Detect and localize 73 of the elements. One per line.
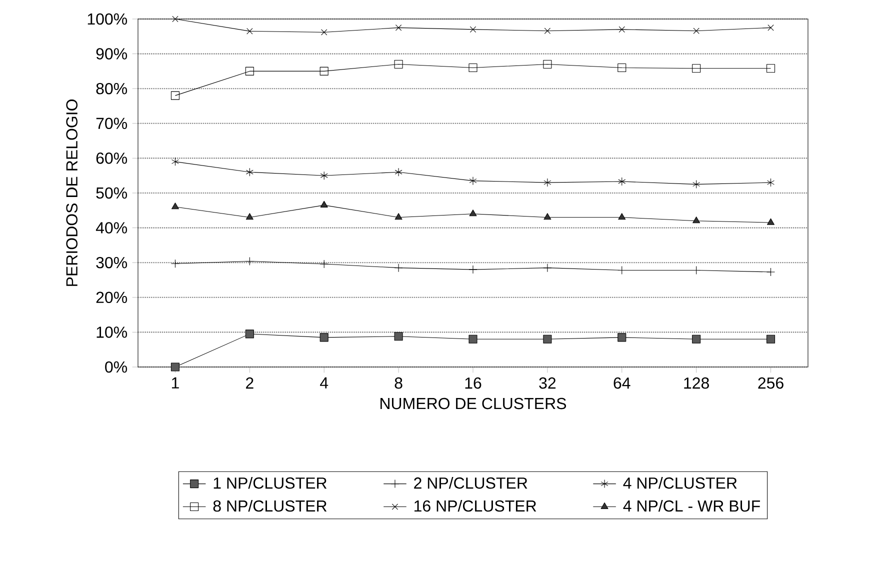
point bbox=[170, 91, 180, 100]
point bbox=[469, 176, 477, 186]
point bbox=[618, 333, 626, 342]
point bbox=[320, 66, 328, 76]
legend-label: 1 NP/CLUSTER bbox=[214, 477, 327, 489]
point bbox=[766, 334, 776, 344]
x-tick-label: 128 bbox=[684, 377, 709, 389]
x-tick-label: 4 bbox=[320, 377, 328, 388]
point bbox=[543, 60, 552, 69]
point bbox=[468, 334, 478, 344]
point bbox=[618, 63, 626, 72]
point bbox=[171, 202, 179, 210]
point bbox=[544, 178, 552, 187]
point bbox=[245, 66, 254, 76]
point bbox=[246, 28, 253, 34]
point bbox=[394, 332, 403, 341]
point bbox=[618, 177, 626, 186]
x-tick-label: 8 bbox=[394, 377, 402, 389]
point bbox=[544, 213, 552, 220]
y-tick-label: 100% bbox=[88, 13, 128, 25]
point bbox=[246, 213, 254, 220]
y-tick-label: 0% bbox=[105, 361, 128, 373]
point bbox=[767, 218, 774, 225]
y-tick-label: 80% bbox=[96, 82, 128, 94]
legend-label: 2 NP/CLUSTER bbox=[414, 477, 528, 489]
legend-label: 4 NP/CLUSTER bbox=[623, 477, 737, 489]
legend-label: 8 NP/CLUSTER bbox=[213, 500, 327, 512]
x-tick-label: 1 bbox=[172, 377, 179, 388]
y-tick-label: 30% bbox=[96, 256, 128, 268]
point bbox=[767, 178, 774, 187]
x-tick-label: 256 bbox=[758, 377, 784, 389]
x-tick-label: 16 bbox=[465, 377, 482, 389]
point bbox=[692, 64, 701, 73]
legend-label: 4 NP/CL - WR BUF bbox=[623, 500, 760, 512]
y-tick-label: 10% bbox=[96, 326, 128, 338]
legend-label: 16 NP/CLUSTER bbox=[414, 500, 536, 512]
x-tick-label: 64 bbox=[614, 377, 630, 389]
point bbox=[544, 28, 551, 34]
point bbox=[246, 168, 254, 176]
y-tick-label: 60% bbox=[96, 152, 128, 164]
point bbox=[171, 157, 179, 166]
point bbox=[692, 180, 700, 189]
point bbox=[618, 26, 625, 33]
point bbox=[394, 60, 403, 69]
x-tick-label: 32 bbox=[539, 377, 556, 389]
x-axis-title: NUMERO DE CLUSTERS bbox=[380, 398, 566, 410]
point bbox=[320, 333, 328, 342]
y-tick-label: 90% bbox=[96, 48, 128, 60]
point bbox=[394, 213, 402, 220]
point bbox=[172, 16, 178, 22]
point bbox=[692, 334, 701, 344]
point bbox=[170, 362, 180, 372]
point bbox=[692, 216, 700, 224]
point bbox=[469, 210, 477, 216]
point bbox=[543, 334, 552, 344]
point bbox=[618, 213, 626, 220]
point bbox=[768, 24, 774, 31]
point bbox=[245, 330, 254, 338]
y-tick-label: 40% bbox=[96, 222, 128, 234]
y-tick-label: 70% bbox=[96, 118, 128, 130]
y-tick-label: 50% bbox=[96, 187, 128, 199]
point bbox=[320, 200, 328, 208]
point bbox=[321, 29, 328, 36]
point bbox=[693, 28, 700, 34]
point bbox=[468, 63, 478, 72]
point bbox=[320, 171, 328, 180]
y-tick-label: 20% bbox=[96, 292, 128, 304]
point bbox=[394, 168, 402, 176]
y-axis-title: PERIODOS DE RELOGIO bbox=[66, 100, 78, 286]
point bbox=[766, 64, 776, 73]
point bbox=[395, 24, 402, 31]
point bbox=[470, 26, 476, 33]
x-tick-label: 2 bbox=[246, 377, 254, 389]
